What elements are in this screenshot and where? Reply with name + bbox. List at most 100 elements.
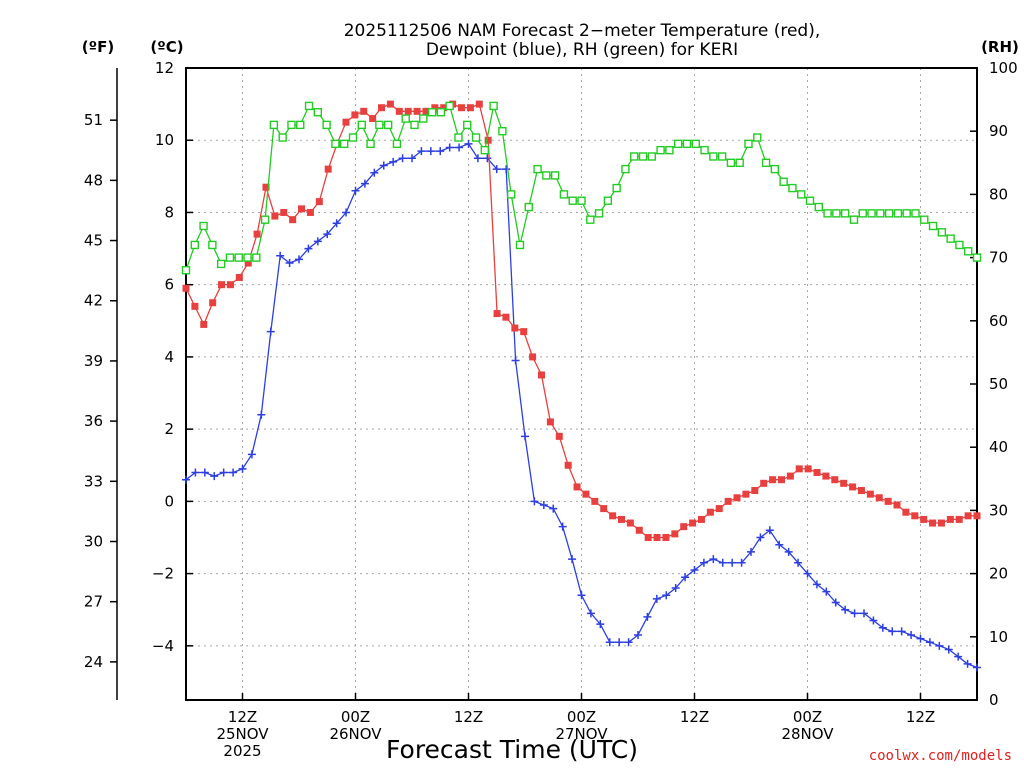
- dewpoint-point: [596, 620, 605, 629]
- temperature-point: [626, 519, 634, 527]
- dewpoint-point: [360, 179, 369, 188]
- temperature-point: [271, 212, 279, 220]
- temperature-point: [804, 465, 812, 473]
- fahrenheit-tick-label: 33: [84, 472, 103, 490]
- temperature-point: [298, 205, 306, 213]
- rh-point: [489, 101, 498, 111]
- temperature-point: [351, 111, 359, 119]
- data-series: [181, 100, 982, 672]
- chart-title-line1: 2025112506 NAM Forecast 2−meter Temperat…: [344, 21, 821, 41]
- dewpoint-point: [351, 186, 360, 195]
- temperature-point: [218, 281, 226, 289]
- dewpoint-point: [191, 468, 200, 477]
- dewpoint-point: [398, 154, 407, 163]
- temperature-point: [191, 302, 199, 310]
- dewpoint-point: [615, 638, 624, 647]
- temperature-point: [591, 497, 599, 505]
- temperature-point: [911, 512, 919, 520]
- dewpoint-point: [822, 587, 831, 596]
- temperature-point: [840, 479, 848, 487]
- rh-point: [234, 253, 243, 262]
- temperature-point: [689, 519, 697, 527]
- dewpoint-point: [332, 219, 341, 228]
- temperature-point: [395, 107, 403, 115]
- temperature-point: [413, 107, 421, 115]
- dewpoint-point: [841, 605, 850, 614]
- temperature-point: [831, 476, 839, 484]
- dewpoint-point: [455, 143, 464, 152]
- temperature-point: [555, 432, 563, 440]
- dewpoint-point: [935, 641, 944, 650]
- rh-point: [269, 120, 279, 130]
- temperature-point: [369, 115, 377, 123]
- rh-point: [700, 145, 709, 155]
- temperature-point: [600, 505, 608, 513]
- rh-point: [884, 209, 894, 218]
- rh-point: [621, 164, 630, 174]
- rh-point: [911, 209, 920, 218]
- rh-tick-label: 20: [989, 565, 1008, 583]
- dewpoint-point: [408, 154, 416, 163]
- dewpoint-point: [944, 645, 953, 654]
- temperature-point: [440, 104, 448, 112]
- temperature-point: [235, 273, 243, 281]
- temperature-point: [724, 497, 732, 505]
- dewpoint-point: [831, 598, 840, 607]
- celsius-tick-label: 8: [164, 203, 174, 221]
- temperature-point: [893, 501, 901, 509]
- temperature-point: [813, 468, 821, 476]
- rh-point: [586, 215, 595, 224]
- fahrenheit-tick-label: 48: [84, 171, 103, 189]
- rh-point: [480, 145, 490, 155]
- rh-point: [383, 120, 393, 130]
- dewpoint-point: [907, 630, 916, 639]
- temperature-point: [306, 208, 314, 216]
- temperature-point: [920, 515, 928, 523]
- rh-point: [208, 240, 217, 250]
- rh-point: [673, 139, 683, 149]
- dewpoint-point: [370, 168, 379, 177]
- temperature-point: [786, 472, 794, 480]
- rh-point: [717, 152, 727, 161]
- dewpoint-point: [747, 547, 755, 556]
- rh-point: [216, 259, 226, 269]
- fahrenheit-tick-label: 36: [84, 412, 103, 430]
- temperature-point: [822, 472, 830, 480]
- rh-point: [348, 133, 358, 142]
- dewpoint-point: [850, 609, 859, 618]
- dewpoint-point: [182, 475, 190, 484]
- rh-point: [867, 209, 876, 218]
- temperature-point: [529, 353, 537, 361]
- rh-point: [296, 120, 305, 130]
- rh-point: [656, 145, 665, 155]
- rh-tick-label: 90: [989, 122, 1008, 140]
- temperature-point: [644, 533, 652, 541]
- temperature-point: [182, 284, 190, 292]
- temperature-point: [315, 198, 323, 206]
- dewpoint-point: [295, 255, 303, 264]
- rh-point: [454, 133, 463, 142]
- dewpoint-point: [756, 533, 765, 542]
- fahrenheit-tick-label: 30: [84, 532, 103, 550]
- fahrenheit-tick-label: 39: [84, 352, 103, 370]
- rh-point: [252, 253, 261, 262]
- x-tick-label: 26NOV: [329, 725, 382, 743]
- rh-point: [814, 202, 823, 212]
- rh-tick-label: 40: [989, 438, 1008, 456]
- rh-point: [278, 133, 287, 142]
- rh-point: [515, 240, 525, 250]
- temperature-point: [466, 104, 474, 112]
- rh-point: [805, 196, 815, 205]
- celsius-tick-label: 6: [164, 276, 174, 294]
- temperature-point: [955, 515, 963, 523]
- temperature-point: [609, 512, 617, 520]
- dewpoint-point: [662, 591, 671, 600]
- dewpoint-point: [483, 154, 492, 163]
- dewpoint-point: [445, 143, 454, 152]
- rh-point: [770, 164, 780, 174]
- rh-tick-label: 100: [989, 59, 1018, 77]
- temperature-point: [538, 371, 546, 379]
- x-tick-label: 12Z: [454, 708, 483, 726]
- temperature-point: [546, 418, 554, 426]
